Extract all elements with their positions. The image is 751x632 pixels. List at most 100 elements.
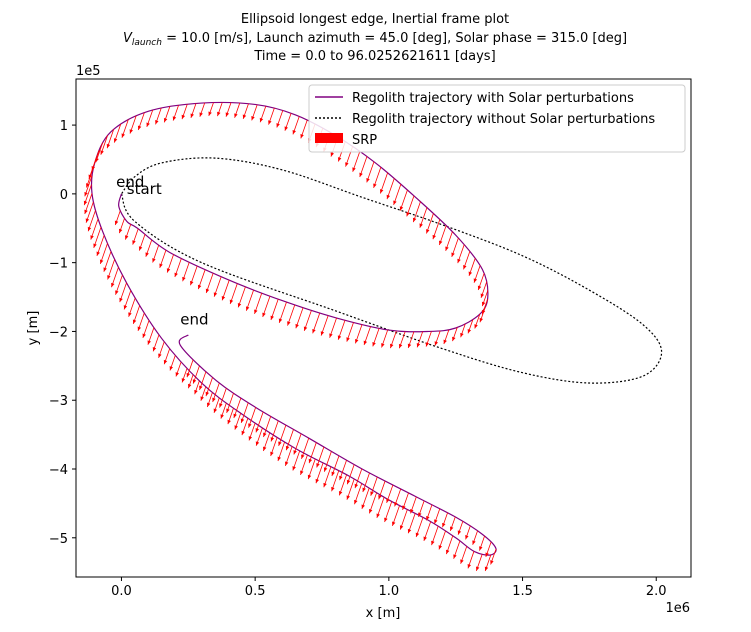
srp-arrow-head (362, 487, 366, 492)
srp-arrow-head (220, 414, 224, 419)
srp-arrow-head (463, 265, 467, 270)
srp-arrow-head (284, 126, 288, 131)
srp-arrow-head (468, 271, 473, 276)
srp-arrow-head (460, 559, 464, 564)
annotation-end-2: end (180, 311, 208, 329)
srp-arrow-head (132, 319, 137, 324)
srp-arrow-head (84, 209, 88, 215)
srp-arrow-head (278, 441, 282, 446)
srp-arrow-head (242, 114, 247, 119)
srp-arrow-head (213, 408, 218, 413)
series-perturbed-line (90, 101, 497, 556)
srp-arrow-head (287, 321, 291, 326)
srp-arrow-head (262, 312, 266, 317)
srp-arrow-head (485, 552, 489, 557)
srp-arrow-head (363, 340, 368, 346)
srp-arrow-head (381, 343, 385, 348)
srp-arrow-head (300, 470, 304, 475)
srp-arrow-head (407, 528, 412, 534)
srp-arrow-head (412, 217, 417, 223)
srp-arrow-head (399, 525, 404, 530)
srp-arrow-head (467, 563, 472, 569)
srp-arrow-head (330, 152, 335, 157)
srp-arrow-head (221, 296, 226, 301)
srp-arrow-head (137, 125, 142, 130)
srp-arrow-head (285, 445, 290, 451)
srp-arrow-head (301, 454, 305, 459)
y-tick-label: −4 (49, 463, 68, 478)
srp-arrow-head (208, 111, 212, 116)
srp-arrow-head (446, 549, 450, 555)
x-tick-label: 1.5 (512, 584, 533, 599)
srp-arrow-head (410, 509, 414, 514)
srp-arrow-head (366, 178, 370, 183)
srp-arrow-head (175, 372, 179, 377)
srp-arrow-head (376, 513, 380, 518)
srp-arrow-head (490, 560, 494, 565)
srp-arrow-head (406, 212, 410, 217)
srp-arrow-head (119, 297, 123, 303)
srp-arrow-head (83, 200, 88, 206)
srp-arrow-head (346, 495, 350, 500)
srp-arrow-head (337, 157, 342, 162)
srp-arrow-head (372, 342, 376, 347)
series-unperturbed-line (120, 157, 663, 384)
y-tick-label: 1 (60, 119, 68, 134)
srp-arrow-head (226, 408, 230, 413)
srp-arrow-head (125, 235, 129, 240)
srp-arrow-head (284, 461, 289, 466)
srp-arrow-head (263, 446, 267, 451)
srp-arrow-head (434, 519, 438, 524)
annotation-end-1: end (116, 173, 144, 191)
srp-arrow-head (373, 183, 377, 188)
srp-arrow-head (100, 150, 104, 155)
x-tick-label: 0.0 (111, 584, 132, 599)
srp-arrow-head (84, 191, 88, 197)
srp-arrow-head (475, 566, 480, 571)
srp-arrow-head (128, 312, 132, 317)
x-axis-label: x [m] (366, 606, 401, 621)
srp-arrow-head (354, 483, 359, 489)
annotation-start-0: start (127, 180, 162, 198)
srp-arrow-head (137, 326, 142, 331)
srp-arrow-head (399, 206, 404, 211)
srp-arrow-head (163, 359, 168, 365)
srp-arrow-head (338, 491, 343, 496)
srp-arrow-head (155, 120, 159, 125)
x-tick-label: 1.0 (379, 584, 400, 599)
srp-arrow-head (152, 347, 157, 352)
srp-arrow-head (445, 246, 449, 251)
srp-arrow-head (90, 235, 94, 240)
y-tick-label: −1 (49, 257, 68, 272)
srp-arrow-head (158, 353, 162, 358)
srp-arrow-head (194, 389, 198, 395)
srp-arrow-head (346, 337, 350, 342)
srp-arrow-head (197, 284, 202, 290)
srp-arrow-head (418, 512, 422, 517)
srp-arrow-head (331, 471, 335, 476)
srp-arrow-head (106, 143, 111, 149)
srp-arrow-head (426, 515, 430, 521)
srp-arrow-head (479, 546, 483, 551)
srp-arrow-head (474, 324, 478, 329)
srp-arrow-head (384, 517, 388, 523)
srp-arrow-head (212, 397, 216, 402)
srp-arrow-head (123, 305, 128, 310)
legend-patch-srp (315, 133, 343, 143)
srp-arrow-head (426, 229, 430, 234)
srp-arrow-head (346, 479, 351, 485)
srp-arrow-head (481, 301, 486, 307)
srp-arrow-head (205, 288, 210, 293)
srp-arrow-head (277, 456, 281, 461)
srp-arrow-head (111, 282, 115, 288)
plot-frame (75, 78, 692, 578)
srp-arrow-head (206, 402, 211, 407)
legend: Regolith trajectory with Solar perturbat… (308, 84, 686, 153)
srp-arrow-head (270, 437, 275, 442)
srp-arrow-head (394, 502, 398, 507)
srp-arrow-head (323, 467, 328, 472)
srp-arrow-head (479, 317, 484, 323)
srp-arrow-head (472, 540, 476, 545)
